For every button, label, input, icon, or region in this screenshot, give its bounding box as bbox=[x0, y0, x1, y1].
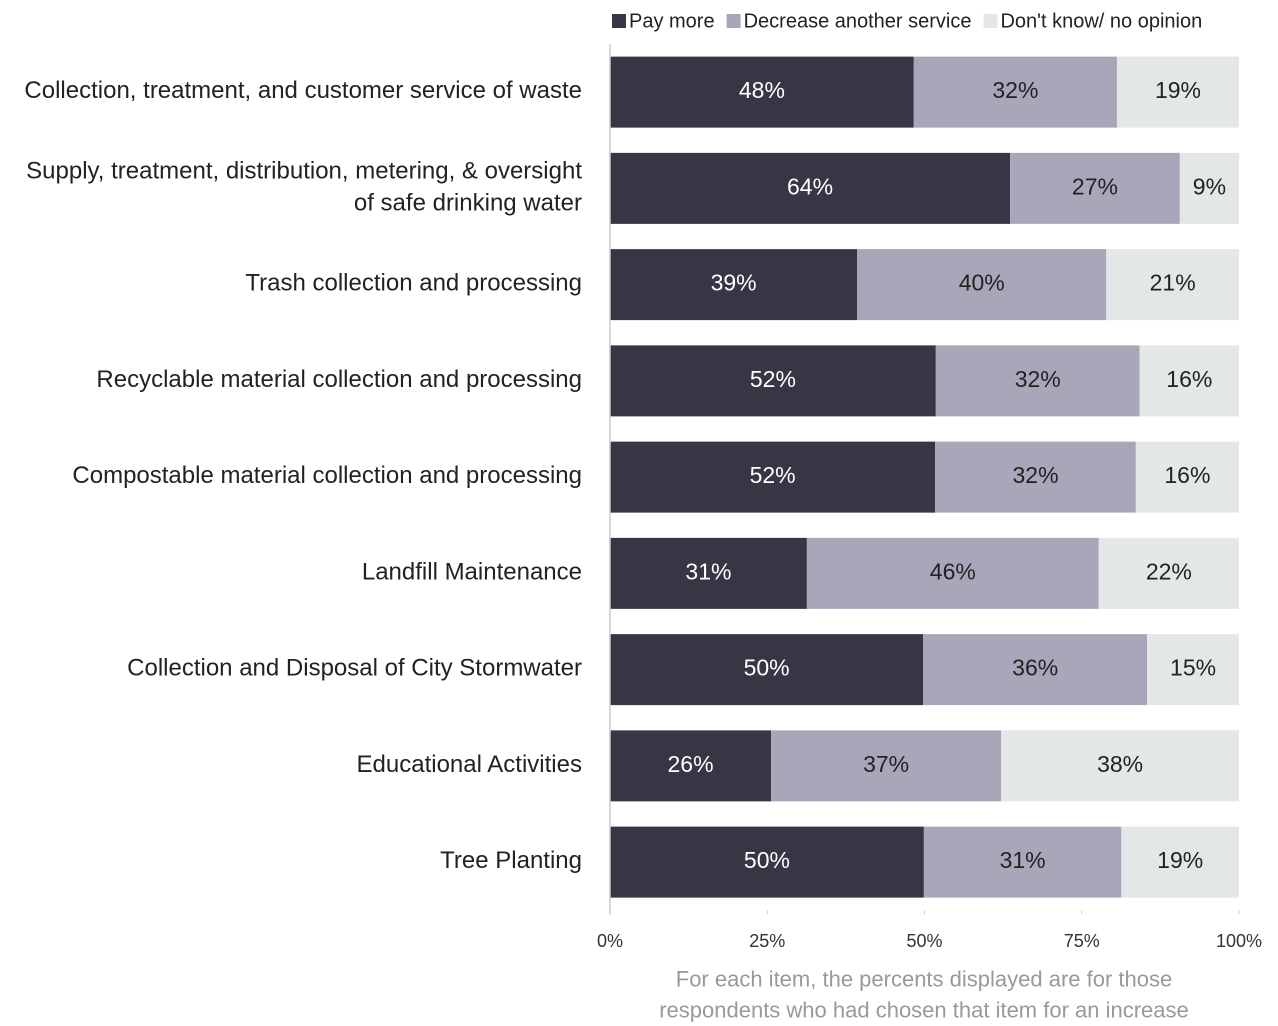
category-label: Collection, treatment, and customer serv… bbox=[24, 77, 582, 104]
bar-segment bbox=[806, 537, 1099, 609]
bar-segment bbox=[610, 441, 936, 513]
value-label: 64% bbox=[787, 173, 833, 199]
value-label: 22% bbox=[1146, 558, 1192, 584]
value-label: 46% bbox=[930, 558, 976, 584]
value-label: 40% bbox=[959, 270, 1005, 296]
bar-segment bbox=[1001, 730, 1239, 802]
value-label: 48% bbox=[739, 77, 785, 103]
note: For each item, the percents displayed ar… bbox=[659, 966, 1189, 1022]
value-label: 52% bbox=[750, 462, 796, 488]
value-label: 39% bbox=[711, 270, 757, 296]
x-tick-label: 50% bbox=[906, 931, 942, 951]
bar-segment bbox=[1135, 441, 1239, 513]
bar-segment bbox=[1121, 826, 1239, 898]
value-label: 52% bbox=[750, 366, 796, 392]
legend-swatch bbox=[983, 14, 998, 28]
bar-segment bbox=[923, 634, 1148, 706]
value-label: 9% bbox=[1193, 173, 1226, 199]
value-label: 32% bbox=[1012, 462, 1058, 488]
value-label: 16% bbox=[1164, 462, 1210, 488]
bar-segment bbox=[610, 249, 858, 321]
bar-segment bbox=[1106, 249, 1239, 321]
bar-segment bbox=[610, 634, 924, 706]
category-label: Landfill Maintenance bbox=[362, 559, 582, 586]
value-label: 26% bbox=[667, 751, 713, 777]
category-label: Compostable material collection and proc… bbox=[72, 462, 582, 489]
value-label: 37% bbox=[863, 751, 909, 777]
bar-segment bbox=[857, 249, 1107, 321]
legend-swatch bbox=[726, 14, 741, 28]
bar-segment bbox=[610, 730, 772, 802]
value-label: 31% bbox=[1000, 847, 1046, 873]
value-label: 27% bbox=[1072, 173, 1118, 199]
bar-segment bbox=[610, 152, 1011, 224]
x-tick-label: 75% bbox=[1064, 931, 1100, 951]
value-label: 19% bbox=[1155, 77, 1201, 103]
bar-segment bbox=[610, 345, 936, 417]
value-label: 38% bbox=[1097, 751, 1143, 777]
value-label: 19% bbox=[1157, 847, 1203, 873]
legend-label: Pay more bbox=[629, 10, 715, 32]
bar-segment bbox=[610, 537, 807, 609]
value-label: 32% bbox=[1015, 366, 1061, 392]
value-label: 50% bbox=[744, 847, 790, 873]
bar-segment bbox=[913, 56, 1117, 128]
value-label: 21% bbox=[1150, 270, 1196, 296]
bar-segment bbox=[1179, 152, 1239, 224]
legend-swatch bbox=[612, 14, 626, 28]
value-label: 31% bbox=[685, 558, 731, 584]
x-tick-label: 100% bbox=[1216, 931, 1262, 951]
bar-segment bbox=[1139, 345, 1239, 417]
category-label: Tree Planting bbox=[440, 847, 582, 874]
category-label: Recyclable material collection and proce… bbox=[96, 366, 582, 393]
bar-segment bbox=[935, 345, 1140, 417]
bar-segment bbox=[935, 441, 1136, 513]
value-label: 36% bbox=[1012, 655, 1058, 681]
bar-segment bbox=[610, 826, 924, 898]
bar-segment bbox=[1147, 634, 1239, 706]
category-label: Trash collection and processing bbox=[245, 270, 582, 297]
category-label: Collection and Disposal of City Stormwat… bbox=[127, 655, 582, 682]
x-tick-label: 0% bbox=[597, 931, 623, 951]
category-label: Supply, treatment, distribution, meterin… bbox=[26, 158, 582, 217]
x-tick-label: 25% bbox=[749, 931, 785, 951]
bar-segment bbox=[771, 730, 1002, 802]
bar-segment bbox=[1116, 56, 1239, 128]
value-label: 32% bbox=[992, 77, 1038, 103]
category-label: Educational Activities bbox=[357, 751, 582, 778]
bar-segment bbox=[610, 56, 914, 128]
legend-label: Don't know/ no opinion bbox=[1000, 10, 1202, 32]
value-label: 16% bbox=[1166, 366, 1212, 392]
bar-segment bbox=[1010, 152, 1180, 224]
bar-segment bbox=[923, 826, 1122, 898]
value-label: 50% bbox=[744, 655, 790, 681]
bar-segment bbox=[1098, 537, 1239, 609]
legend-label: Decrease another service bbox=[744, 10, 972, 32]
value-label: 15% bbox=[1170, 655, 1216, 681]
